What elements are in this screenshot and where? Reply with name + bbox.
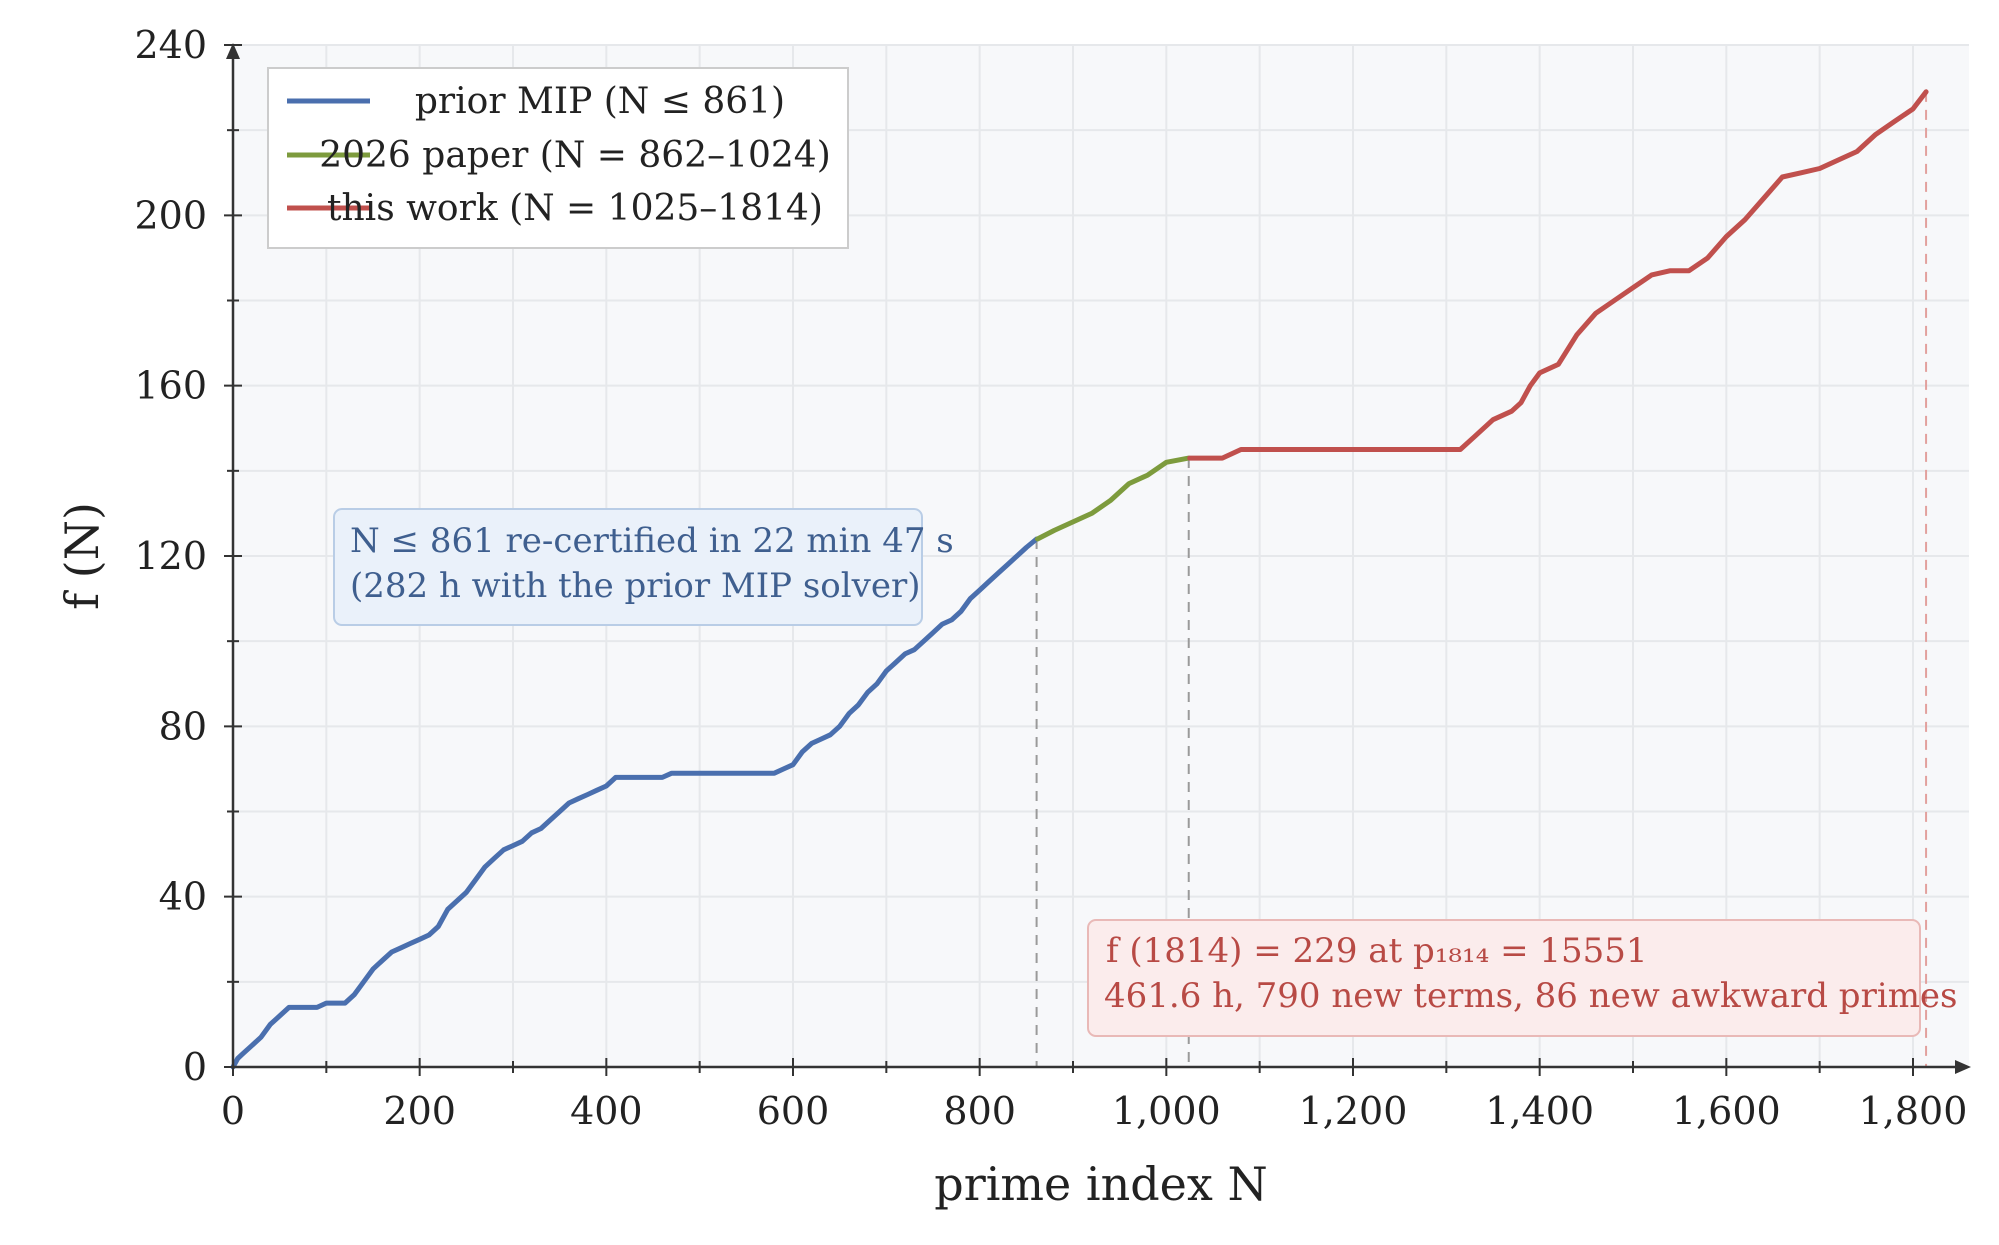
annotation-red-line2: 461.6 h, 790 new terms, 86 new awkward p… [1104,976,1958,1016]
y-tick-label: 80 [159,704,207,748]
x-axis-title: prime index N [934,1157,1267,1211]
y-axis-title: f (N) [55,502,109,610]
x-tick-label: 0 [221,1089,245,1133]
legend-label-1: prior MIP (N ≤ 861) [415,81,785,122]
y-tick-label: 200 [134,193,207,237]
x-tick-label: 400 [570,1089,643,1133]
y-tick-label: 40 [159,875,207,919]
series-line-1 [230,536,1040,1070]
y-tick-label: 0 [183,1045,207,1089]
annotation-red-box [1087,919,1921,1037]
y-axis-arrow [226,43,240,59]
ticks: 0 200 400 600 800 1,000 1,200 1,400 1,600 1,800 0 4… [134,23,1967,1133]
x-tick-label: 1,200 [1299,1089,1408,1133]
annotation-blue-line2: (282 h with the prior MIP solver) [350,566,921,606]
y-tick-label: 240 [134,23,207,67]
x-tick-label: 1,400 [1485,1089,1594,1133]
legend-label-3: this work (N = 1025–1814) [327,188,823,229]
x-tick-label: 1,600 [1672,1089,1781,1133]
y-tick-label: 120 [134,534,207,578]
legend: prior MIP (N ≤ 861) 2026 paper (N = 862–1… [267,67,849,249]
series-line-3 [1187,89,1929,461]
x-tick-label: 200 [383,1089,456,1133]
x-tick-label: 1,800 [1859,1089,1968,1133]
annotations: N ≤ 861 re-certified in 22 min 47 s (282… [333,508,1958,1037]
y-tick-label: 160 [134,364,207,408]
x-tick-label: 600 [757,1089,830,1133]
x-tick-label: 800 [943,1089,1016,1133]
x-axis-arrow [1955,1060,1971,1074]
legend-label-2: 2026 paper (N = 862–1024) [319,135,831,176]
series-group [230,89,1929,1070]
series-line-2 [1035,455,1192,542]
legend-box [267,67,849,249]
x-tick-label: 1,000 [1112,1089,1221,1133]
annotation-blue-box [333,508,923,626]
annotation-blue-line1: N ≤ 861 re-certified in 22 min 47 s [350,521,954,561]
annotation-red-line1: f (1814) = 229 at p₁₈₁₄ = 15551 [1106,931,1648,971]
